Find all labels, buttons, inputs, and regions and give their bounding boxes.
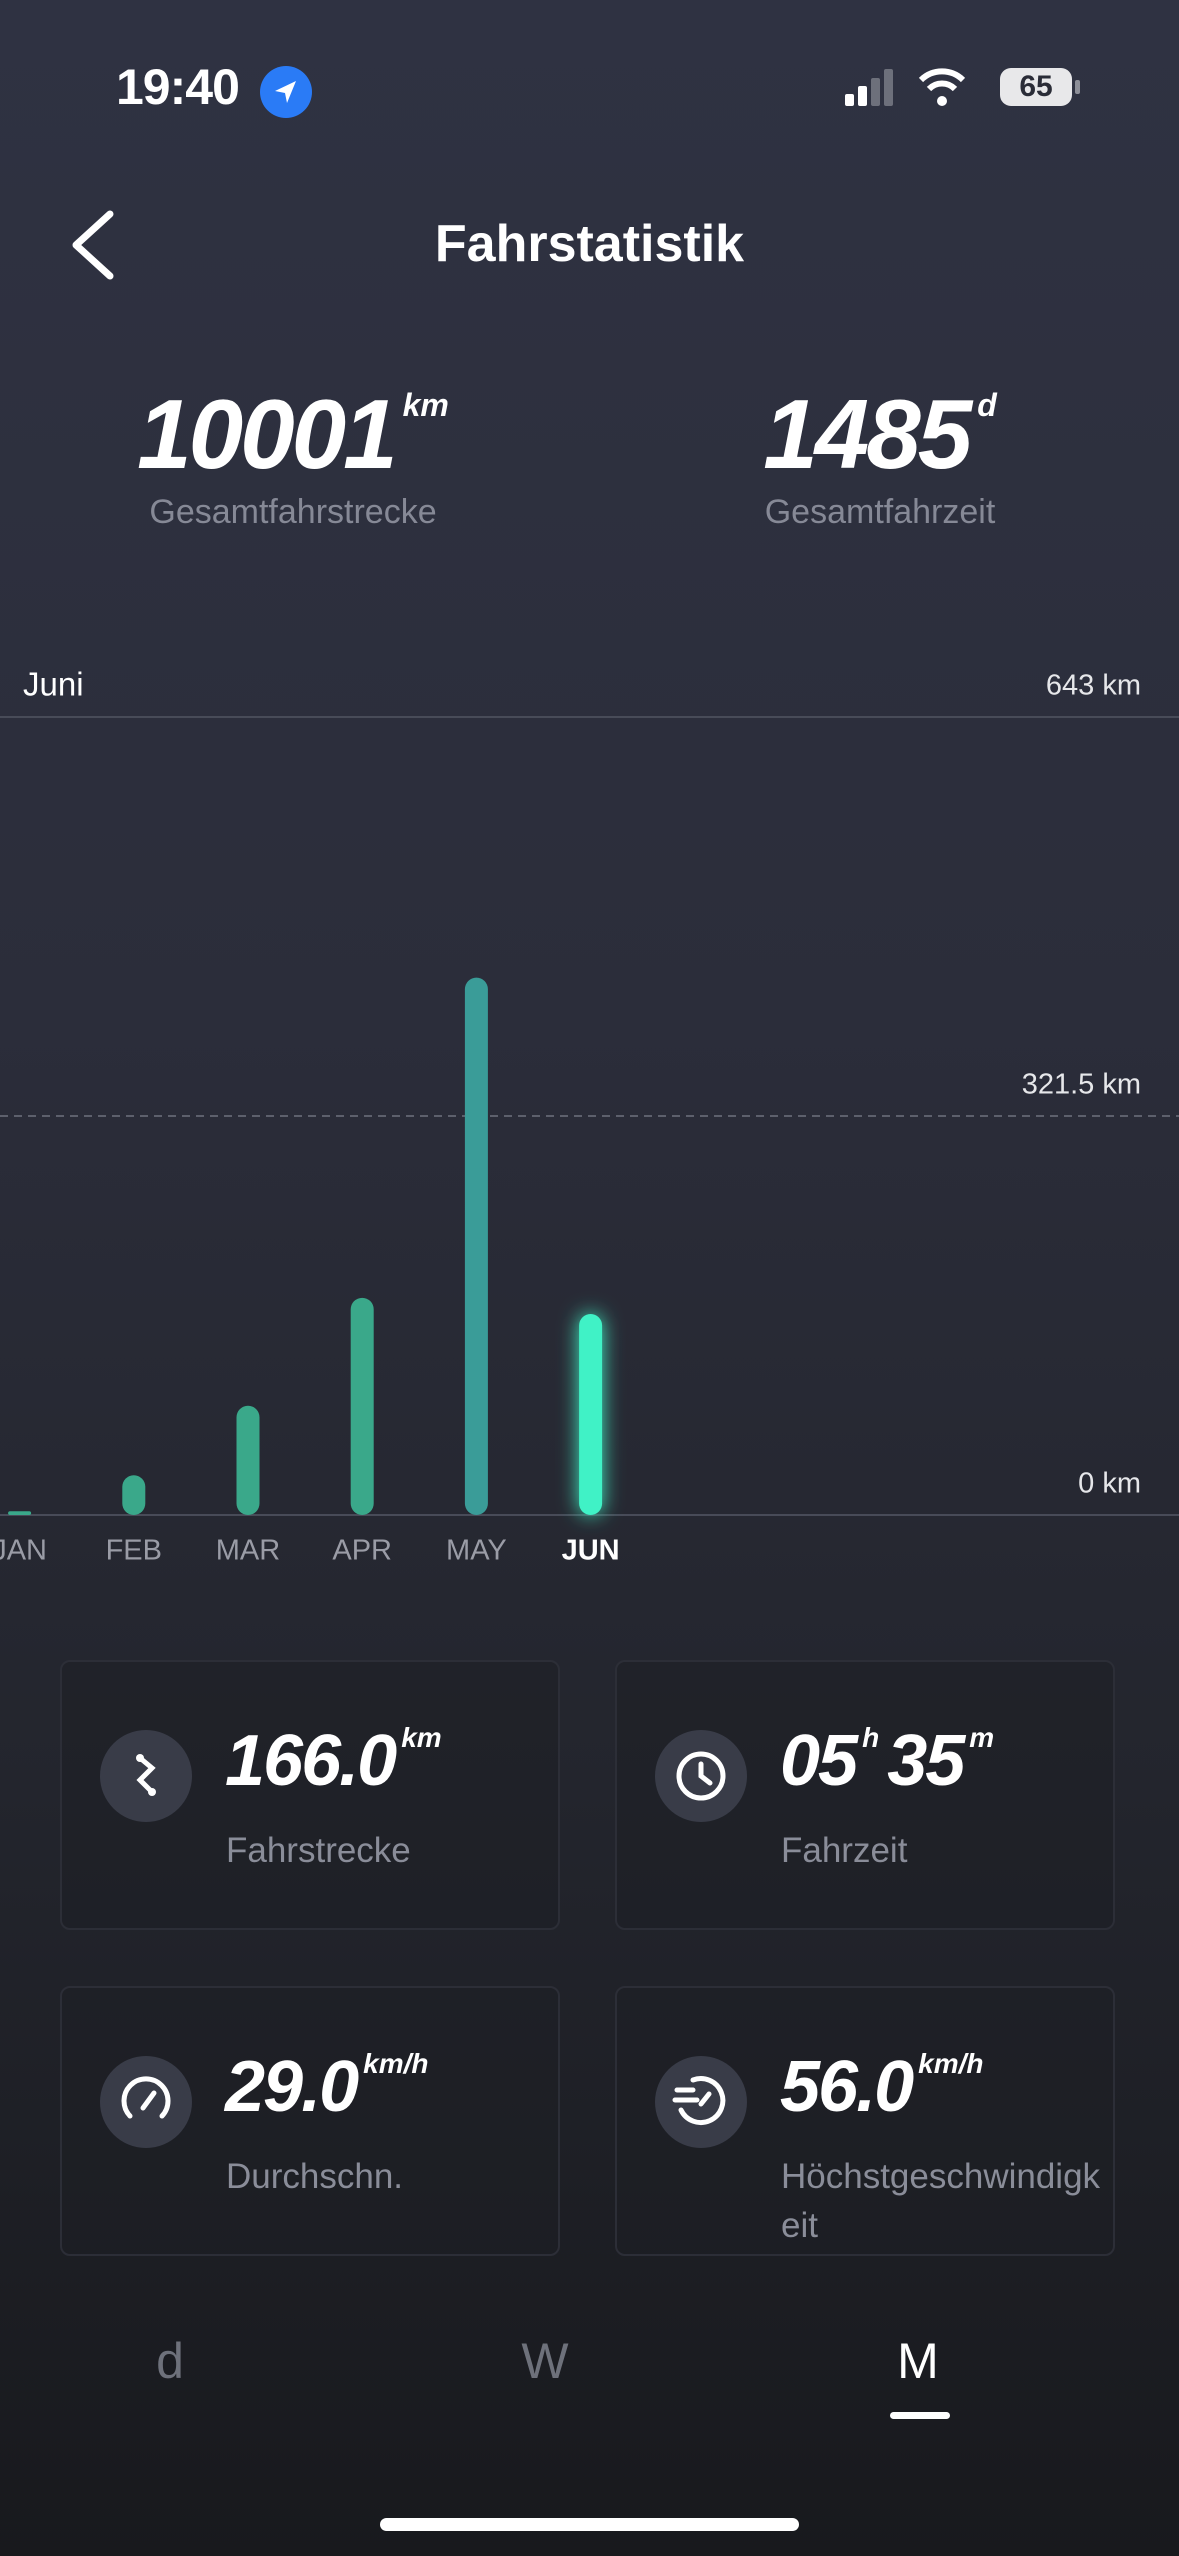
- stat-label: Durchschn.: [226, 2157, 404, 2196]
- summary-item: 10001 km Gesamtfahrstrecke: [13, 378, 573, 532]
- stat-value: 56.0: [780, 2047, 914, 2127]
- summary-label: Gesamtfahrstrecke: [149, 493, 437, 531]
- x-tick-label: MAR: [216, 1535, 280, 1567]
- stat-label: Fahrstrecke: [226, 1831, 411, 1870]
- x-tick-label: APR: [332, 1535, 392, 1567]
- summary-value: 1485: [763, 379, 972, 489]
- stat-value-line: 05 h 35 m: [780, 1720, 1002, 1802]
- stat-label: Fahrzeit: [781, 1831, 908, 1870]
- x-tick-label: JAN: [0, 1535, 47, 1567]
- stat-unit: km/h: [363, 2048, 429, 2079]
- status-time: 19:40: [116, 59, 240, 115]
- stat-value: 166.0: [225, 1721, 397, 1801]
- y-tick-label: 643 km: [1046, 670, 1141, 702]
- summary-unit: d: [977, 387, 997, 423]
- x-tick-label: MAY: [446, 1535, 507, 1567]
- stat-card: 166.0 km Fahrstrecke: [60, 1660, 560, 1930]
- bar: [579, 1313, 603, 1515]
- x-tick-label: FEB: [106, 1535, 162, 1567]
- back-button[interactable]: [60, 200, 130, 290]
- page-title: Fahrstatistik: [434, 215, 745, 273]
- stat-card: 05 h 35 m Fahrzeit: [615, 1660, 1115, 1930]
- stat-icon: [100, 2056, 192, 2148]
- summary-value-line: 10001 km: [13, 378, 573, 491]
- stat-value: 29.0: [225, 2047, 359, 2127]
- signal-wifi-icons: [845, 68, 966, 106]
- y-tick-label: 321.5 km: [1022, 1069, 1141, 1101]
- stat-value: 05: [780, 1721, 858, 1801]
- chart-title: Juni: [23, 666, 84, 703]
- stat-value-line: 166.0 km: [225, 1720, 450, 1802]
- battery-level: 65: [1000, 68, 1072, 106]
- summary-item: 1485 d Gesamtfahrzeit: [600, 378, 1160, 532]
- period-tab[interactable]: d: [156, 2333, 184, 2389]
- stat-value: 35: [887, 1721, 965, 1801]
- location-icon: [260, 66, 312, 118]
- summary-value-line: 1485 d: [600, 378, 1160, 491]
- stat-value-line: 29.0 km/h: [225, 2046, 437, 2128]
- y-tick-label: 0 km: [1078, 1468, 1141, 1500]
- summary-value: 10001: [137, 379, 398, 489]
- battery-tip: [1075, 80, 1080, 94]
- summary-unit: km: [402, 387, 449, 423]
- stat-label: Höchstgeschwindigkeit: [781, 2157, 1101, 2245]
- stat-unit: h: [862, 1722, 880, 1753]
- home-indicator: [380, 2518, 799, 2531]
- bar: [236, 1405, 260, 1515]
- stat-value-line: 56.0 km/h: [780, 2046, 992, 2128]
- stat-card: 29.0 km/h Durchschn.: [60, 1986, 560, 2256]
- stat-card: 56.0 km/h Höchstgeschwindigkeit: [615, 1986, 1115, 2256]
- period-tab[interactable]: W: [521, 2333, 569, 2389]
- bar: [122, 1475, 146, 1515]
- tab-indicator: [890, 2412, 950, 2419]
- stat-icon: [655, 1730, 747, 1822]
- period-tab[interactable]: M: [897, 2333, 939, 2389]
- bar: [464, 977, 488, 1515]
- stat-unit: m: [969, 1722, 995, 1753]
- x-tick-label: JUN: [562, 1535, 620, 1567]
- bar: [350, 1297, 374, 1515]
- summary-label: Gesamtfahrzeit: [764, 493, 996, 531]
- chart: Juni 0 km 321.5 km 643 km JAN FEB MAR APR MAY JUN: [0, 666, 1179, 1567]
- stat-unit: km/h: [918, 2048, 984, 2079]
- bar: [8, 1511, 32, 1515]
- stat-unit: km: [401, 1722, 442, 1753]
- stat-icon: [100, 1730, 192, 1822]
- stat-icon: [655, 2056, 747, 2148]
